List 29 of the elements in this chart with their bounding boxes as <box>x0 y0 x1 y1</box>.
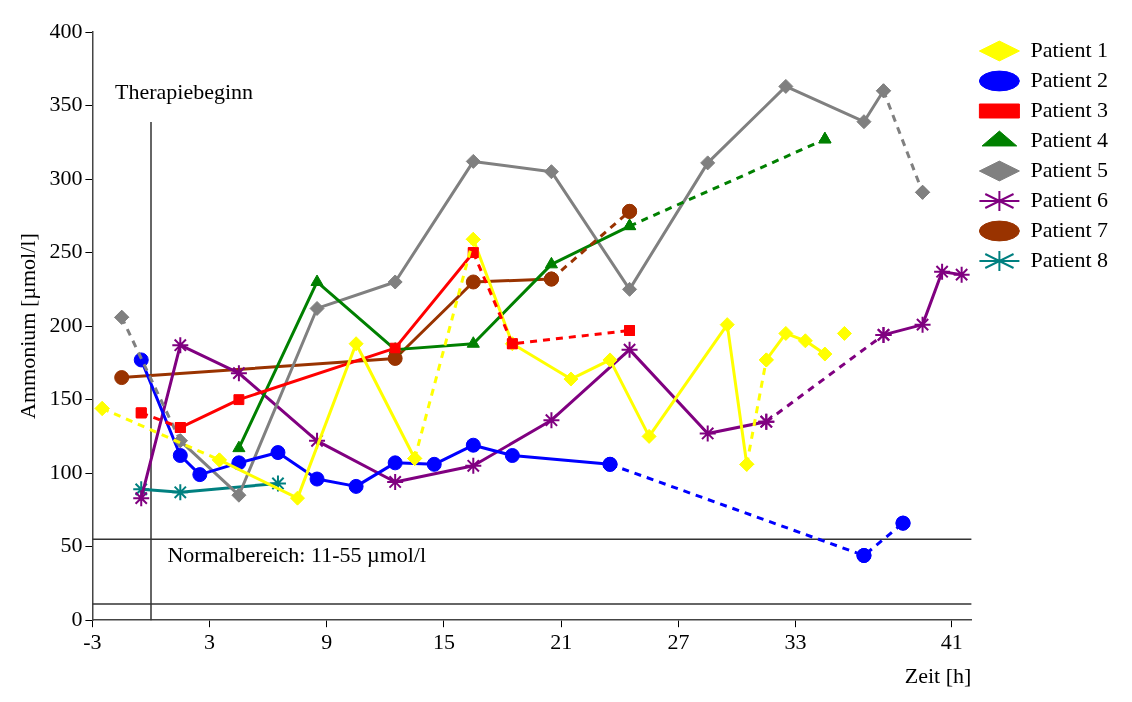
y-tick-label: 200 <box>49 311 83 337</box>
legend-label: Patient 2 <box>1030 66 1109 92</box>
legend-label: Patient 4 <box>1030 126 1109 152</box>
y-tick-label: 400 <box>49 17 83 43</box>
x-tick-label: 3 <box>204 629 216 655</box>
y-tick-label: 300 <box>49 164 83 190</box>
x-tick-label: 27 <box>667 629 690 655</box>
legend-label: Patient 7 <box>1030 216 1109 242</box>
x-tick-label: 9 <box>321 629 333 655</box>
x-tick-label: 15 <box>433 629 455 655</box>
legend-label: Patient 3 <box>1030 96 1109 122</box>
y-tick-label: 50 <box>60 532 83 558</box>
y-tick-label: 150 <box>49 385 83 411</box>
legend-label: Patient 5 <box>1030 156 1109 182</box>
annotation: Normalbereich: 11-55 µmol/l <box>167 542 427 568</box>
y-axis-title: Ammonium [µmol/l] <box>14 233 40 419</box>
x-tick-label: 21 <box>550 629 573 655</box>
y-tick-label: 0 <box>71 605 83 631</box>
legend-label: Patient 6 <box>1030 186 1109 212</box>
y-tick-label: 350 <box>49 91 83 117</box>
x-tick-label: 33 <box>784 629 807 655</box>
legend-label: Patient 1 <box>1030 36 1109 62</box>
y-tick-label: 250 <box>49 238 83 264</box>
y-tick-label: 100 <box>49 458 83 484</box>
x-axis-title: Zeit [h] <box>904 662 972 688</box>
ref-line-label: Therapiebeginn <box>115 79 254 104</box>
x-tick-label: 41 <box>940 629 963 655</box>
x-tick-label: -3 <box>83 629 102 655</box>
legend-label: Patient 8 <box>1030 246 1109 272</box>
